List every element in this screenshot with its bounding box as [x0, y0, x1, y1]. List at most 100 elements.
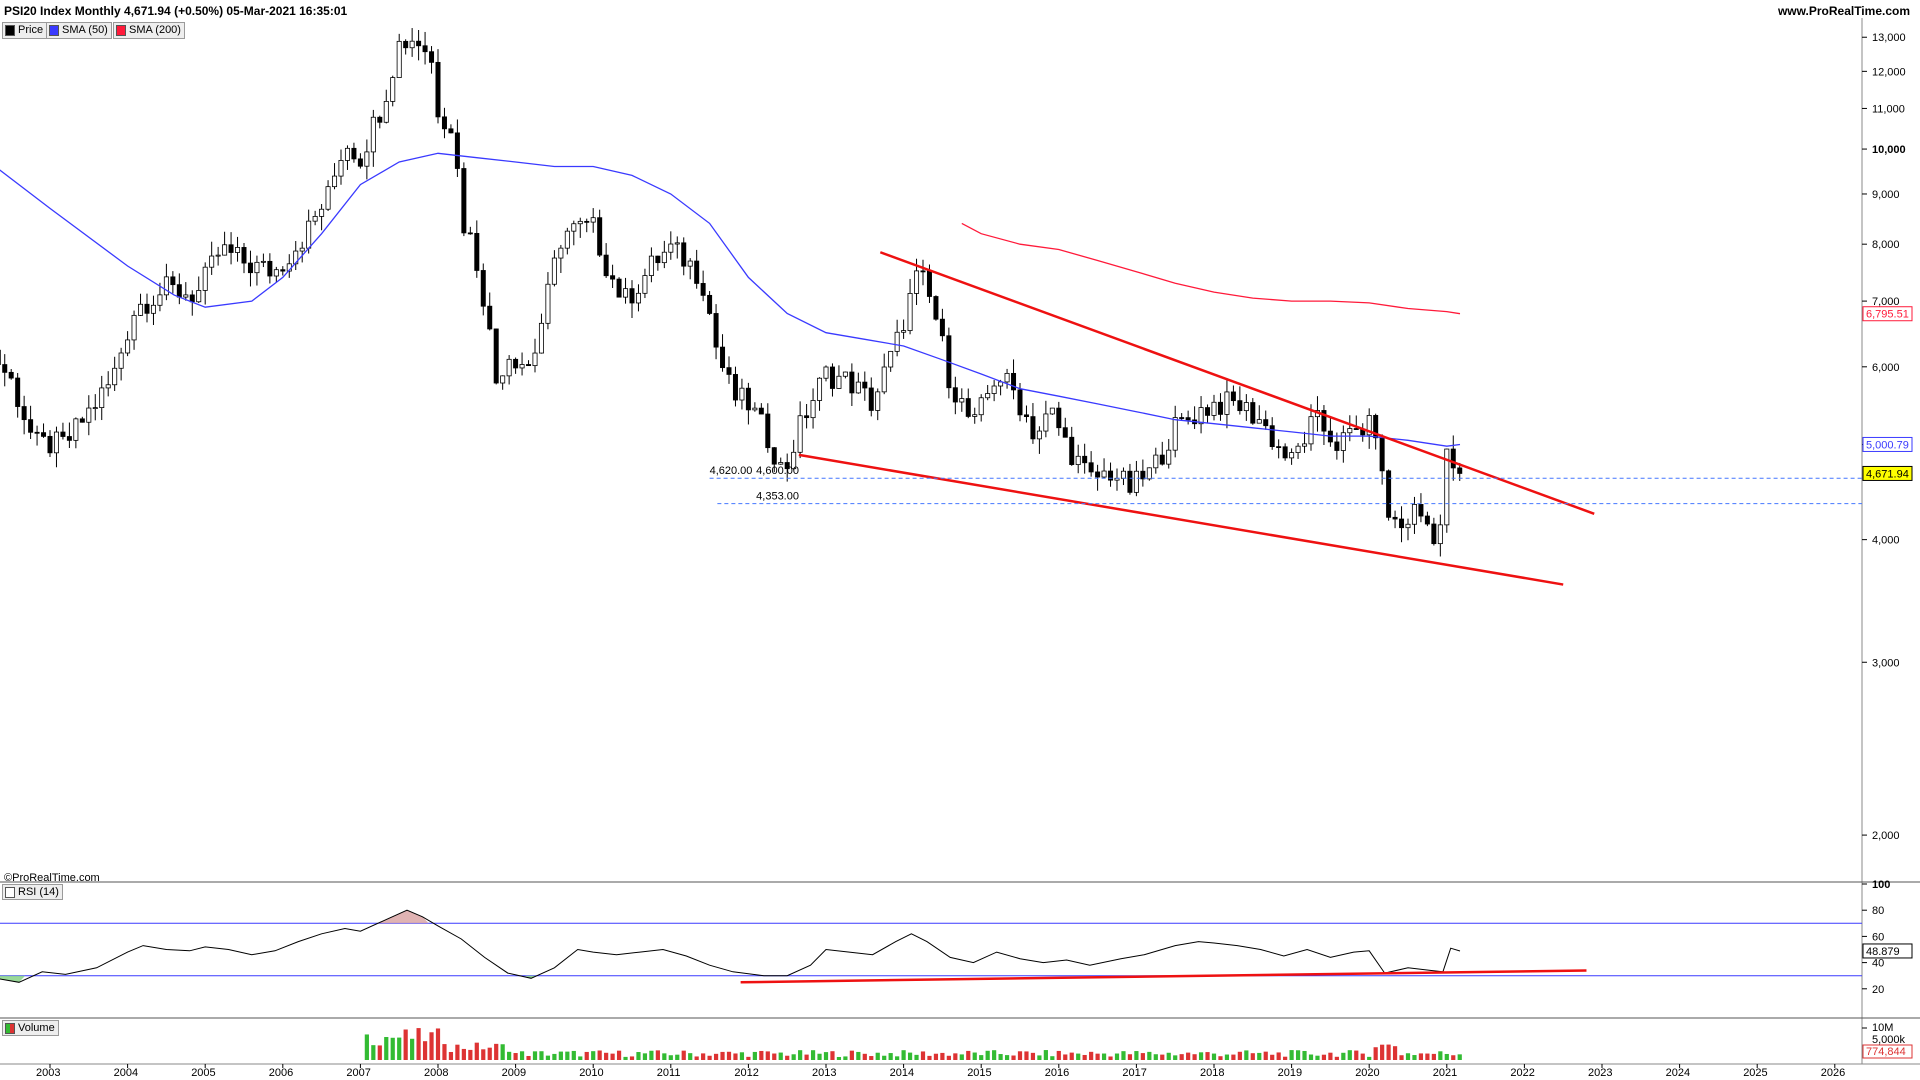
- candle-up: [1172, 417, 1178, 451]
- volume-bar-up: [901, 1050, 906, 1060]
- candle-down: [726, 367, 732, 375]
- volume-bar-up: [1347, 1050, 1352, 1060]
- rsi-tick-label: 80: [1872, 905, 1884, 917]
- candle-down: [700, 283, 706, 296]
- candle-down: [170, 276, 176, 286]
- volume-bar-down: [1380, 1044, 1385, 1060]
- legend-sma50[interactable]: SMA (50): [46, 22, 112, 39]
- volume-panel-label[interactable]: Volume: [2, 1020, 59, 1036]
- candle-up: [823, 366, 829, 379]
- candle-down: [1276, 446, 1282, 449]
- volume-bar-up: [1444, 1053, 1449, 1060]
- volume-bar-down: [1425, 1053, 1430, 1060]
- candle-down: [189, 294, 195, 303]
- volume-bar-down: [1373, 1047, 1378, 1060]
- volume-bar-down: [862, 1053, 867, 1060]
- volume-bar-down: [1186, 1052, 1191, 1060]
- candle-up: [235, 247, 241, 253]
- candle-up: [590, 217, 596, 223]
- candle-down: [487, 305, 493, 330]
- x-tick-label: 2005: [191, 1067, 215, 1079]
- volume-bar-up: [823, 1052, 829, 1060]
- candle-up: [564, 230, 570, 249]
- x-tick-label: 2003: [36, 1067, 60, 1079]
- volume-tick-label: 10M: [1872, 1022, 1893, 1034]
- candle-down: [1263, 419, 1269, 427]
- x-tick-label: 2019: [1278, 1067, 1302, 1079]
- candle-up: [273, 269, 279, 277]
- candle-down: [1082, 455, 1088, 464]
- candle-up: [112, 367, 118, 386]
- candle-down: [862, 381, 868, 389]
- x-tick-label: 2011: [657, 1067, 681, 1079]
- volume-bar-down: [487, 1047, 492, 1060]
- candle-down: [1353, 428, 1359, 430]
- volume-bar-down: [830, 1051, 835, 1060]
- legend-price[interactable]: Price: [2, 22, 48, 39]
- candle-down: [267, 260, 273, 277]
- candle-up: [881, 366, 887, 393]
- candle-down: [429, 51, 435, 63]
- volume-bar-down: [1011, 1055, 1016, 1060]
- volume-bar-down: [604, 1052, 609, 1060]
- candle-down: [416, 40, 422, 47]
- volume-bar-down: [1218, 1056, 1223, 1060]
- candle-down: [1250, 402, 1256, 424]
- candle-up: [332, 175, 338, 188]
- volume-bar-down: [1451, 1055, 1456, 1060]
- candle-up: [888, 350, 894, 368]
- candle-down: [1334, 441, 1340, 451]
- candle-down: [47, 435, 53, 454]
- candle-up: [325, 186, 331, 210]
- volume-bar-up: [1257, 1052, 1262, 1060]
- candle-up: [1411, 504, 1417, 525]
- price-swatch-icon: [5, 25, 15, 36]
- candle-up: [972, 414, 978, 417]
- candle-up: [1211, 401, 1217, 416]
- site-link[interactable]: www.ProRealTime.com: [1777, 4, 1910, 18]
- volume-bar-up: [739, 1052, 745, 1060]
- volume-bar-up: [591, 1051, 596, 1060]
- volume-bar-up: [979, 1055, 984, 1060]
- rsi-tick-label: 100: [1872, 879, 1890, 891]
- volume-bar-up: [500, 1044, 505, 1060]
- candle-up: [319, 208, 325, 217]
- rsi-label: RSI (14): [18, 886, 59, 898]
- volume-bar-down: [416, 1028, 421, 1060]
- volume-bar-down: [681, 1050, 686, 1060]
- volume-label: Volume: [18, 1022, 55, 1034]
- volume-bar-down: [785, 1055, 790, 1060]
- volume-bar-up: [565, 1051, 570, 1060]
- volume-bar-up: [571, 1050, 576, 1060]
- candle-up: [842, 371, 848, 377]
- candle-down: [1011, 372, 1017, 391]
- x-tick-label: 2012: [734, 1067, 758, 1079]
- volume-bar-down: [442, 1044, 447, 1060]
- legend-sma200[interactable]: SMA (200): [113, 22, 185, 39]
- volume-bar-down: [1328, 1052, 1333, 1060]
- volume-bar-down: [1386, 1044, 1391, 1060]
- candle-down: [926, 270, 932, 297]
- candle-up: [196, 290, 202, 303]
- volume-bar-down: [713, 1053, 719, 1060]
- candle-down: [681, 242, 687, 267]
- volume-bar-down: [1056, 1050, 1061, 1060]
- volume-bar-up: [875, 1052, 880, 1060]
- rsi-panel-label[interactable]: RSI (14): [2, 884, 63, 900]
- volume-bar-up: [817, 1053, 822, 1060]
- volume-bar-down: [1237, 1051, 1242, 1060]
- volume-bar-up: [1211, 1053, 1217, 1060]
- candle-down: [965, 398, 971, 417]
- candle-down: [1069, 436, 1075, 465]
- candle-down: [603, 254, 609, 277]
- y-tick-label: 13,000: [1872, 32, 1906, 44]
- candle-down: [1217, 401, 1223, 415]
- candle-down: [745, 387, 751, 411]
- candle-down: [1017, 389, 1023, 416]
- x-tick-label: 2018: [1200, 1067, 1224, 1079]
- volume-bar-down: [1418, 1053, 1424, 1060]
- candle-up: [959, 398, 965, 403]
- volume-bar-down: [1063, 1054, 1068, 1060]
- candle-down: [829, 366, 835, 389]
